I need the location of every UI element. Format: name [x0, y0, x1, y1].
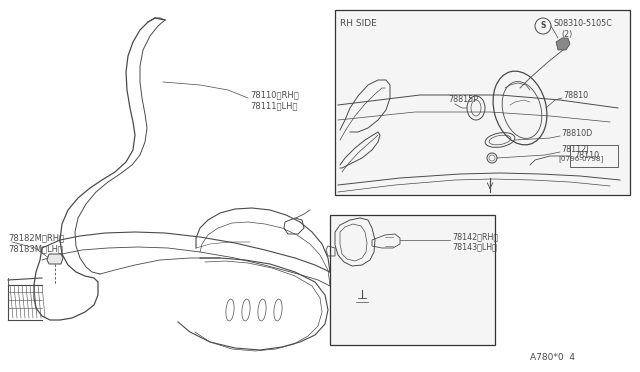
Text: RH SIDE: RH SIDE: [340, 19, 377, 29]
Text: 78182M〈RH〉: 78182M〈RH〉: [8, 234, 64, 243]
Text: S08310-5105C: S08310-5105C: [553, 19, 612, 29]
Text: 78110〈RH〉: 78110〈RH〉: [250, 90, 299, 99]
Text: 78111〈LH〉: 78111〈LH〉: [250, 102, 298, 110]
Text: 78183M〈LH〉: 78183M〈LH〉: [8, 244, 63, 253]
Text: 78112J: 78112J: [561, 145, 589, 154]
Text: 78143〈LH〉: 78143〈LH〉: [452, 243, 497, 251]
Text: 78815P: 78815P: [448, 96, 478, 105]
Text: [0796-0798]: [0796-0798]: [558, 155, 604, 162]
Text: 78142〈RH〉: 78142〈RH〉: [452, 232, 498, 241]
Text: 78810D: 78810D: [561, 129, 592, 138]
Bar: [335, 10, 630, 195]
Polygon shape: [556, 38, 570, 50]
Text: (2): (2): [561, 31, 572, 39]
Polygon shape: [47, 254, 63, 264]
Text: 78110: 78110: [574, 151, 599, 160]
Bar: [330, 215, 495, 345]
Bar: [570, 145, 618, 167]
Text: S: S: [540, 22, 546, 31]
Text: 78810: 78810: [563, 92, 588, 100]
Text: A780*0  4: A780*0 4: [530, 353, 575, 362]
